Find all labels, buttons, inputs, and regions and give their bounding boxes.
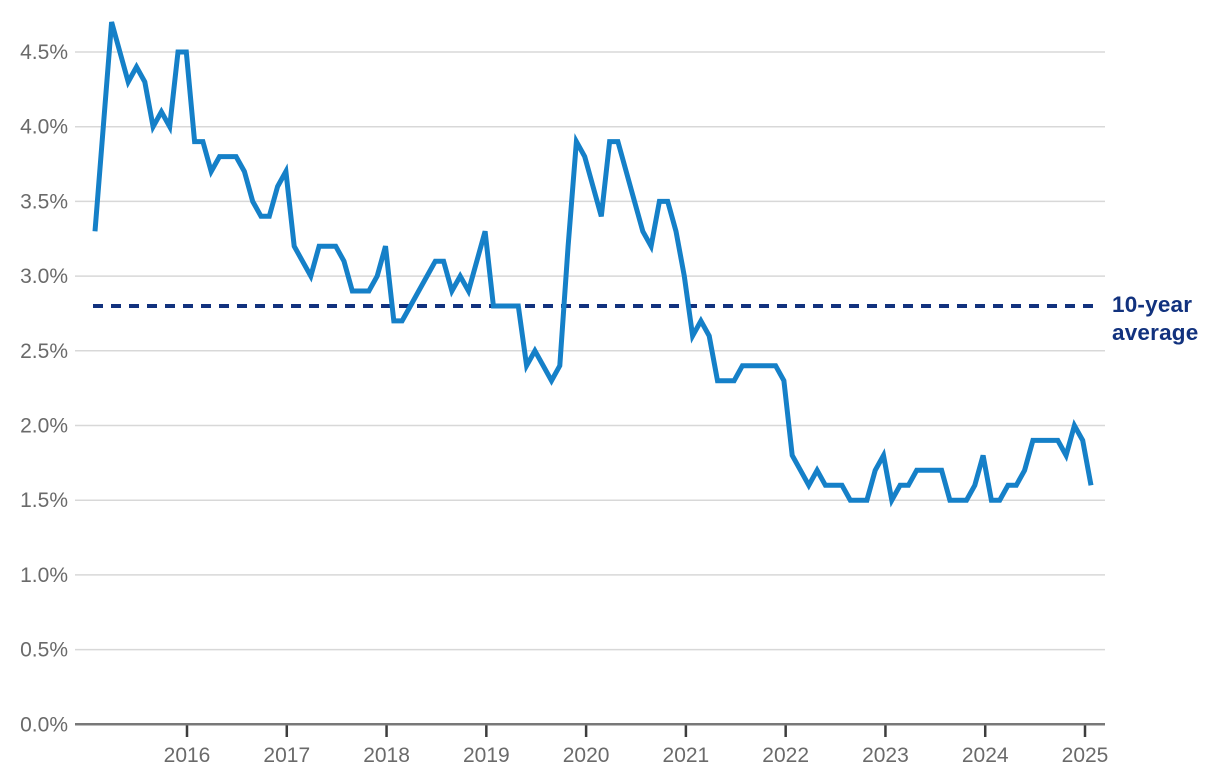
y-axis-tick-label: 4.5% — [20, 41, 68, 64]
x-axis-tick-label: 2021 — [663, 744, 710, 767]
y-axis-tick-label: 2.5% — [20, 340, 68, 363]
x-axis-tick-label: 2024 — [962, 744, 1009, 767]
y-axis-tick-label: 1.5% — [20, 489, 68, 512]
y-axis-tick-label: 3.5% — [20, 190, 68, 213]
y-axis-tick-label: 1.0% — [20, 564, 68, 587]
y-axis-tick-label: 3.0% — [20, 265, 68, 288]
x-axis-tick-label: 2016 — [164, 744, 211, 767]
y-axis-tick-label: 2.0% — [20, 415, 68, 438]
x-axis-tick-label: 2022 — [762, 744, 809, 767]
x-axis-tick-label: 2019 — [463, 744, 510, 767]
y-axis-tick-label: 0.5% — [20, 639, 68, 662]
y-axis-tick-label: 0.0% — [20, 713, 68, 736]
average-line-label: 10-year average — [1112, 292, 1199, 345]
x-axis-tick-label: 2023 — [862, 744, 909, 767]
x-axis-tick-label: 2020 — [563, 744, 610, 767]
x-axis-tick-label: 2017 — [263, 744, 310, 767]
y-axis-tick-label: 4.0% — [20, 116, 68, 139]
x-axis-tick-label: 2018 — [363, 744, 410, 767]
data-series-line — [92, 21, 1094, 508]
x-axis-tick-label: 2025 — [1062, 744, 1109, 767]
